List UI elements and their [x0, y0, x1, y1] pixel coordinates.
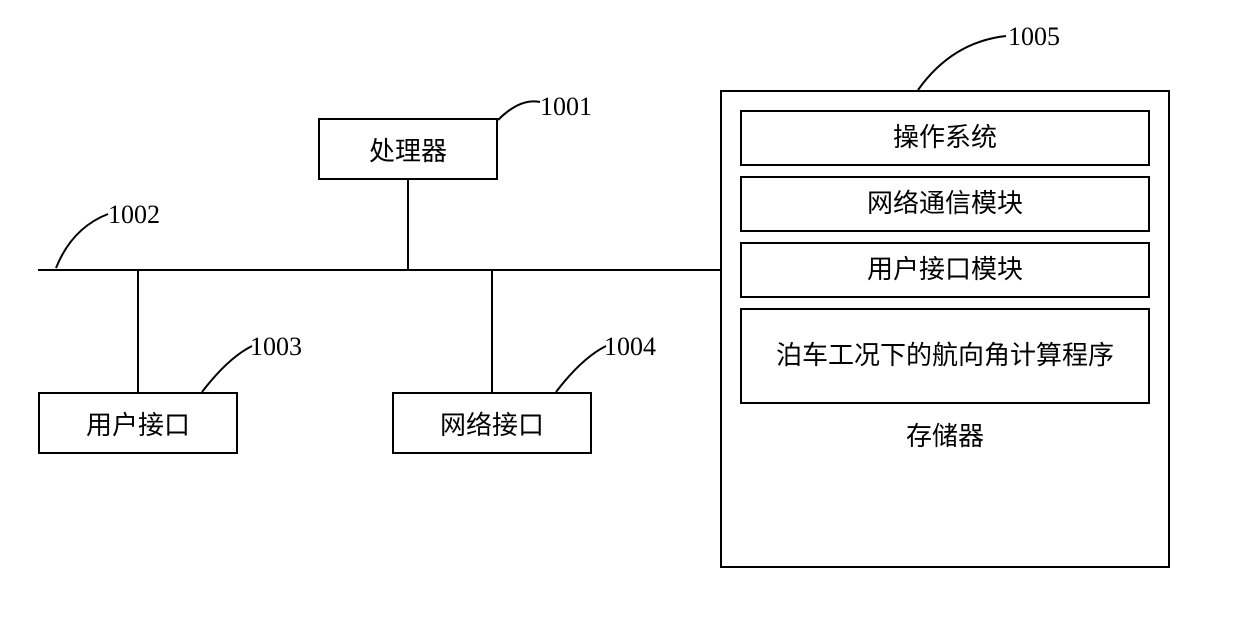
memory-item: 操作系统: [740, 110, 1150, 166]
memory-item: 泊车工况下的航向角计算程序: [740, 308, 1150, 404]
memory-item-text: 操作系统: [893, 122, 997, 155]
memory-block: 操作系统网络通信模块用户接口模块泊车工况下的航向角计算程序 存储器: [720, 90, 1170, 568]
network-interface-text: 网络接口: [440, 405, 544, 442]
processor-block: 处理器: [318, 118, 498, 180]
memory-item-text: 网络通信模块: [867, 188, 1023, 221]
diagram-canvas: 处理器 1001 用户接口 1003 网络接口 1004 1002 操作系统网络…: [0, 0, 1240, 621]
network-interface-block: 网络接口: [392, 392, 592, 454]
user-interface-text: 用户接口: [86, 405, 190, 442]
user-interface-block: 用户接口: [38, 392, 238, 454]
label-1003: 1003: [250, 332, 302, 362]
memory-items: 操作系统网络通信模块用户接口模块泊车工况下的航向角计算程序: [740, 110, 1150, 404]
label-1005: 1005: [1008, 22, 1060, 52]
label-1002: 1002: [108, 200, 160, 230]
label-1001: 1001: [540, 92, 592, 122]
memory-item-text: 用户接口模块: [867, 254, 1023, 287]
label-1004: 1004: [604, 332, 656, 362]
memory-item: 网络通信模块: [740, 176, 1150, 232]
memory-item: 用户接口模块: [740, 242, 1150, 298]
processor-text: 处理器: [369, 131, 447, 168]
memory-item-text: 泊车工况下的航向角计算程序: [776, 340, 1114, 373]
memory-caption: 存储器: [740, 416, 1150, 453]
